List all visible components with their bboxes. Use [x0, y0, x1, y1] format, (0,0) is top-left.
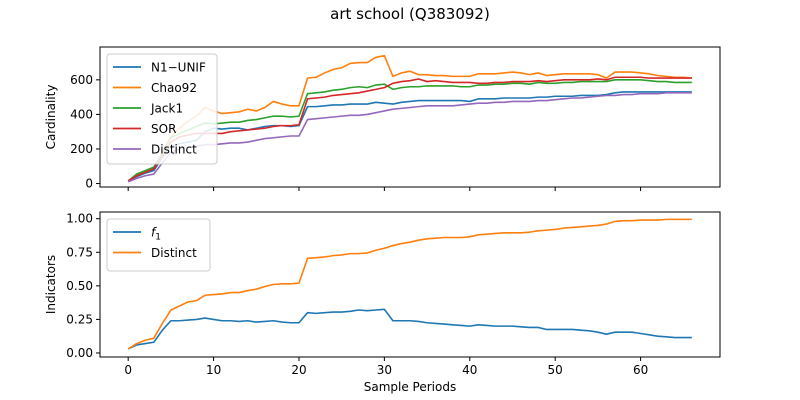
series-line-distinct: [127, 92, 692, 183]
x-axis-label: Sample Periods: [364, 380, 456, 394]
legend-entry: Jack1: [150, 102, 183, 116]
legend: N1−UNIF Chao92 Jack1 SOR Distinct: [106, 53, 218, 165]
x-tick-label: 10: [206, 363, 221, 377]
legend: f1 Distinct: [106, 218, 211, 272]
y-axis-label: Indicators: [44, 255, 58, 314]
y-tick-label: 200: [70, 142, 93, 156]
x-tick-label: 60: [633, 363, 648, 377]
series-line-jack1: [127, 79, 692, 182]
legend-entry: f1: [151, 226, 161, 243]
figure-title: art school (Q383092): [330, 5, 490, 23]
axes-frame: [99, 46, 721, 188]
series-line-n1-unif: [127, 91, 692, 182]
legend-entry: Distinct: [151, 143, 197, 157]
x-tick-label: 50: [548, 363, 563, 377]
legend-entry: Distinct: [151, 246, 197, 260]
legend-entry: Chao92: [151, 81, 197, 95]
legend-box: [106, 53, 218, 165]
y-tick-label: 0.75: [66, 245, 93, 259]
legend-entry: SOR: [151, 122, 176, 136]
y-tick-label: 0.50: [66, 279, 93, 293]
x-tick-label: 30: [377, 363, 392, 377]
x-tick-label: 40: [462, 363, 477, 377]
y-axis-label: Cardinality: [44, 85, 58, 150]
series-line-distinct: [127, 218, 692, 350]
x-tick-label: 20: [291, 363, 306, 377]
y-tick-label: 0.00: [66, 346, 93, 360]
series-line-f: [127, 308, 692, 350]
legend-box: [106, 218, 211, 272]
x-tick-label: 0: [124, 363, 132, 377]
cardinality-panel: 0 200 400 600 Cardinality N1−UNIF Chao92 Jack1 S…: [44, 46, 721, 191]
y-tick-label: 1.00: [66, 212, 93, 226]
series-line-sor: [127, 76, 692, 182]
series-line-chao92: [127, 54, 692, 182]
axes-frame: [99, 211, 721, 358]
y-tick-label: 400: [70, 107, 93, 121]
indicators-panel: 0 10 20 30 40 50 60 0.00 0.25 0.50 0.75 1.00 Indicat…: [44, 211, 721, 394]
legend-entry: N1−UNIF: [151, 61, 206, 75]
y-tick-label: 600: [70, 73, 93, 87]
y-tick-label: 0: [85, 177, 93, 191]
y-tick-label: 0.25: [66, 312, 93, 326]
